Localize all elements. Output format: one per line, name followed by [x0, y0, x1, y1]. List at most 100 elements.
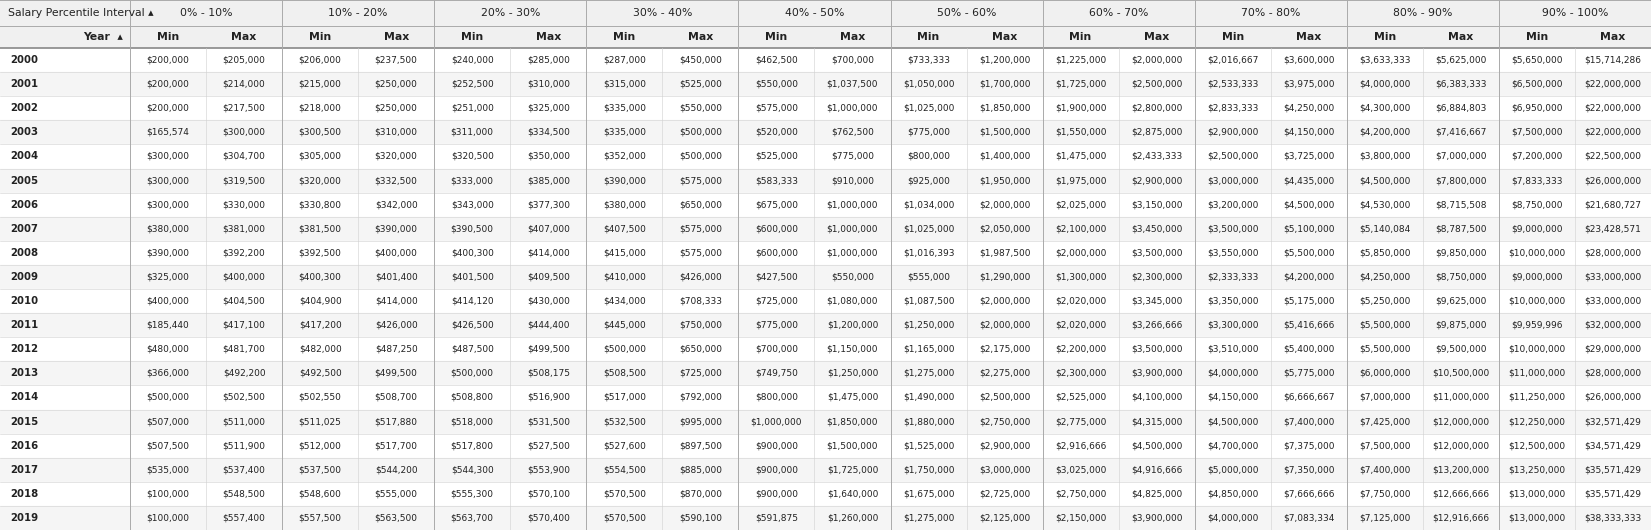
Text: $1,640,000: $1,640,000 — [827, 489, 878, 498]
Text: Min: Min — [1526, 32, 1549, 42]
Text: $650,000: $650,000 — [679, 200, 721, 209]
Text: $1,525,000: $1,525,000 — [903, 441, 954, 450]
Text: $335,000: $335,000 — [603, 128, 646, 137]
Text: $462,500: $462,500 — [755, 56, 797, 65]
Text: $750,000: $750,000 — [679, 321, 721, 330]
Text: $5,100,000: $5,100,000 — [1283, 224, 1334, 233]
Text: $377,300: $377,300 — [527, 200, 570, 209]
Text: $21,680,727: $21,680,727 — [1585, 200, 1641, 209]
Text: $390,000: $390,000 — [603, 176, 646, 185]
Text: $215,000: $215,000 — [299, 80, 342, 89]
Bar — [0, 26, 1651, 48]
Text: $557,400: $557,400 — [223, 514, 266, 523]
Text: $10,000,000: $10,000,000 — [1509, 297, 1565, 306]
Text: $12,000,000: $12,000,000 — [1433, 441, 1489, 450]
Text: $426,000: $426,000 — [679, 272, 721, 281]
Text: Max: Max — [992, 32, 1017, 42]
Text: $2,875,000: $2,875,000 — [1131, 128, 1182, 137]
Text: $390,000: $390,000 — [147, 249, 190, 258]
Text: $300,000: $300,000 — [223, 128, 266, 137]
Text: $548,600: $548,600 — [299, 489, 342, 498]
Text: $29,000,000: $29,000,000 — [1585, 344, 1641, 354]
Text: $1,250,000: $1,250,000 — [827, 369, 878, 378]
Text: $22,500,000: $22,500,000 — [1585, 152, 1641, 161]
Text: $28,000,000: $28,000,000 — [1585, 249, 1641, 258]
Text: $381,500: $381,500 — [299, 224, 342, 233]
Text: 2007: 2007 — [10, 224, 38, 234]
Text: $250,000: $250,000 — [375, 104, 418, 113]
Text: $1,400,000: $1,400,000 — [979, 152, 1030, 161]
Text: $9,850,000: $9,850,000 — [1435, 249, 1486, 258]
Text: $1,300,000: $1,300,000 — [1055, 272, 1106, 281]
Text: $1,275,000: $1,275,000 — [903, 369, 954, 378]
Text: $508,700: $508,700 — [375, 393, 418, 402]
Text: $315,000: $315,000 — [603, 80, 646, 89]
Text: $2,900,000: $2,900,000 — [979, 441, 1030, 450]
Text: $508,500: $508,500 — [603, 369, 646, 378]
Text: $12,000,000: $12,000,000 — [1433, 417, 1489, 426]
Text: Max: Max — [1144, 32, 1169, 42]
Text: $500,000: $500,000 — [679, 152, 721, 161]
Text: $6,884,803: $6,884,803 — [1435, 104, 1486, 113]
Text: $792,000: $792,000 — [679, 393, 721, 402]
Text: $4,315,000: $4,315,000 — [1131, 417, 1182, 426]
Text: $23,428,571: $23,428,571 — [1585, 224, 1641, 233]
Text: $3,975,000: $3,975,000 — [1283, 80, 1334, 89]
Text: $4,825,000: $4,825,000 — [1131, 489, 1182, 498]
Text: $410,000: $410,000 — [603, 272, 646, 281]
Text: $500,000: $500,000 — [147, 393, 190, 402]
Text: $333,000: $333,000 — [451, 176, 494, 185]
Text: $325,000: $325,000 — [147, 272, 190, 281]
Text: 2017: 2017 — [10, 465, 38, 475]
Text: $5,775,000: $5,775,000 — [1283, 369, 1334, 378]
Text: $482,000: $482,000 — [299, 344, 342, 354]
Text: $10,500,000: $10,500,000 — [1433, 369, 1489, 378]
Text: $511,000: $511,000 — [223, 417, 266, 426]
Text: $575,000: $575,000 — [679, 249, 721, 258]
Text: 2004: 2004 — [10, 152, 38, 162]
Text: $445,000: $445,000 — [603, 321, 646, 330]
Text: $590,100: $590,100 — [679, 514, 721, 523]
Text: $508,800: $508,800 — [451, 393, 494, 402]
Text: $3,510,000: $3,510,000 — [1207, 344, 1258, 354]
Text: $525,000: $525,000 — [755, 152, 797, 161]
Text: $3,500,000: $3,500,000 — [1131, 344, 1182, 354]
Text: $1,200,000: $1,200,000 — [827, 321, 878, 330]
Text: Min: Min — [613, 32, 636, 42]
Text: $3,150,000: $3,150,000 — [1131, 200, 1182, 209]
Text: $390,000: $390,000 — [375, 224, 418, 233]
Text: $251,000: $251,000 — [451, 104, 494, 113]
Text: $2,175,000: $2,175,000 — [979, 344, 1030, 354]
Text: $700,000: $700,000 — [830, 56, 873, 65]
Text: $218,000: $218,000 — [299, 104, 342, 113]
Text: $417,200: $417,200 — [299, 321, 342, 330]
Text: $34,571,429: $34,571,429 — [1585, 441, 1641, 450]
Text: $320,000: $320,000 — [375, 152, 418, 161]
Text: 2019: 2019 — [10, 513, 38, 523]
Text: $4,150,000: $4,150,000 — [1207, 393, 1258, 402]
Text: $548,500: $548,500 — [223, 489, 266, 498]
Text: $2,200,000: $2,200,000 — [1055, 344, 1106, 354]
Text: $7,750,000: $7,750,000 — [1359, 489, 1410, 498]
Text: $434,000: $434,000 — [603, 297, 646, 306]
Text: $28,000,000: $28,000,000 — [1585, 369, 1641, 378]
Text: $2,916,666: $2,916,666 — [1055, 441, 1106, 450]
Text: $3,266,666: $3,266,666 — [1131, 321, 1182, 330]
Text: $4,000,000: $4,000,000 — [1207, 369, 1258, 378]
Text: $300,000: $300,000 — [147, 176, 190, 185]
Text: $487,500: $487,500 — [451, 344, 494, 354]
Text: $1,000,000: $1,000,000 — [827, 104, 878, 113]
Text: $511,900: $511,900 — [223, 441, 266, 450]
Text: $520,000: $520,000 — [755, 128, 797, 137]
Text: $775,000: $775,000 — [755, 321, 797, 330]
Text: $385,000: $385,000 — [527, 176, 570, 185]
Text: $205,000: $205,000 — [223, 56, 266, 65]
Text: $5,175,000: $5,175,000 — [1283, 297, 1334, 306]
Text: $3,200,000: $3,200,000 — [1207, 200, 1258, 209]
Text: $3,025,000: $3,025,000 — [1055, 465, 1106, 474]
Text: $5,500,000: $5,500,000 — [1359, 321, 1410, 330]
Text: $32,571,429: $32,571,429 — [1585, 417, 1641, 426]
Text: $2,800,000: $2,800,000 — [1131, 104, 1182, 113]
Text: $1,225,000: $1,225,000 — [1055, 56, 1106, 65]
Text: $1,025,000: $1,025,000 — [903, 224, 954, 233]
